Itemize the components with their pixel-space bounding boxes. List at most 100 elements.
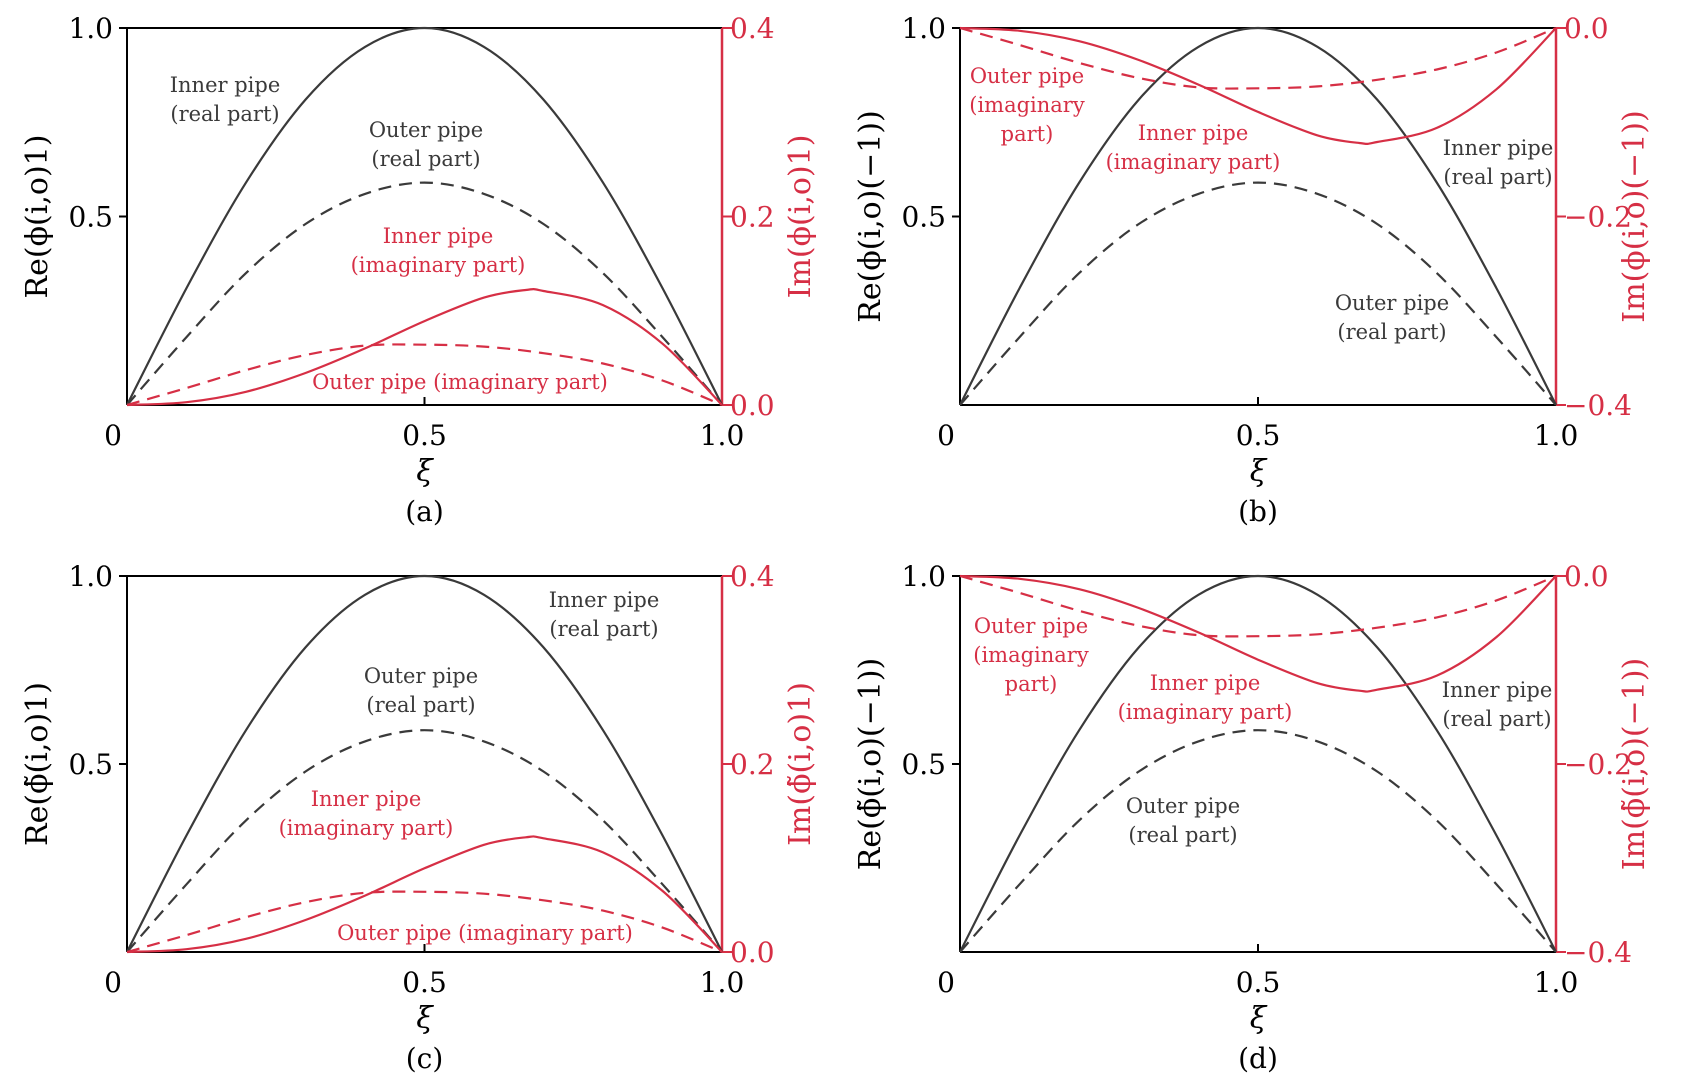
annotation-line: Inner pipe [170,73,281,97]
right-y-tick-label: 0.2 [730,201,775,234]
annotation-line: part) [1001,122,1054,146]
y-axis-label: Re(ϕ(i,o)(−1)) [853,110,888,322]
curve-annotation: Inner pipe (real part) [549,588,660,641]
real-part-outer-pipe-line [959,729,1557,953]
curve-annotation: Outer pipe (imaginary part) [337,921,633,945]
x-axis-label: ξ [1250,454,1268,489]
real-part-outer-pipe-line [126,181,723,406]
curve-annotation: Inner pipe (real part) [1443,136,1554,189]
right-y-tick-label: −0.2 [1564,201,1632,234]
annotation-line: (imaginary part) [279,816,454,840]
curve-annotation: Inner pipe (imaginary part) [1106,121,1281,174]
x-axis-label: ξ [416,1001,434,1036]
y-tick-label: 0.5 [901,748,946,781]
x-axis-label: ξ [1250,1001,1268,1036]
annotation-line: (real part) [1443,165,1552,189]
y-tick-label: 1.0 [68,560,113,593]
annotation-line: Inner pipe [549,588,660,612]
x-tick-label: 1.0 [1534,966,1579,999]
x-tick-label: 0.5 [402,966,447,999]
y-tick-label: 1.0 [68,12,113,45]
panel-label: (c) [406,1042,444,1075]
annotation-line: (real part) [371,147,480,171]
annotation-line: Outer pipe [970,64,1084,88]
panel-label: (d) [1238,1042,1278,1075]
right-y-tick-label: 0.0 [1564,560,1609,593]
curve-annotation: Inner pipe (imaginary part) [279,787,454,840]
y-tick-label: 0.5 [68,748,113,781]
right-y-tick-label: 0.4 [730,12,775,45]
imaginary-part-inner-pipe-line [959,574,1557,693]
imaginary-part-inner-pipe-line [959,26,1557,145]
imaginary-part-outer-pipe-line [126,343,723,407]
real-part-inner-pipe-line [959,26,1557,406]
annotation-line: (real part) [366,693,475,717]
annotation-line: part) [1005,672,1058,696]
annotation-line: Outer pipe [1335,291,1449,315]
annotation-line: (real part) [170,102,279,126]
x-tick-label: 0.5 [1236,419,1281,452]
x-tick-label: 0 [937,419,955,452]
curve-annotation: Outer pipe (real part) [369,118,483,171]
right-y-tick-label: 0.0 [1564,12,1609,45]
curve-annotation: Outer pipe (real part) [1335,291,1449,344]
annotation-line: Inner pipe [383,224,494,248]
real-part-inner-pipe-line [126,574,723,953]
real-part-inner-pipe-line [959,574,1557,953]
annotation-line: Inner pipe [1138,121,1249,145]
real-part-outer-pipe-line [126,729,723,953]
curve-annotation: Inner pipe (imaginary part) [351,224,526,277]
imaginary-part-outer-pipe-line [959,26,1557,90]
real-part-inner-pipe-line [126,26,723,406]
annotation-line: Outer pipe [974,614,1088,638]
curve-annotation: Outer pipe (real part) [1126,794,1240,847]
annotation-line: (real part) [549,617,658,641]
x-tick-label: 0 [104,419,122,452]
right-y-axis-label: Im(ϕ̃(i,o)1) [783,682,818,846]
annotation-line: Inner pipe [1150,671,1261,695]
annotation-line: (imaginary part) [1106,150,1281,174]
y-axis-label: Re(ϕ̃(i,o)1) [20,682,55,846]
x-tick-label: 1.0 [1534,419,1579,452]
annotation-line: Inner pipe [311,787,422,811]
annotation-line: Outer pipe [369,118,483,142]
annotation-line: Outer pipe (imaginary part) [337,921,633,945]
x-axis-label: ξ [416,454,434,489]
right-y-tick-label: 0.4 [730,560,775,593]
imaginary-part-inner-pipe-line [126,835,723,954]
right-y-tick-label: −0.4 [1564,389,1632,422]
panel-label: (b) [1238,495,1278,528]
imaginary-part-outer-pipe-line [126,890,723,954]
y-tick-label: 0.5 [901,201,946,234]
x-tick-label: 0.5 [1236,966,1281,999]
annotation-line: (imaginary [969,93,1085,117]
chart-panel-d: 0 0.5 1.00.51.0−0.4−0.20.0ξRe(ϕ̃(i,o)(−1))… [853,560,1652,1075]
right-y-tick-label: −0.4 [1564,936,1632,969]
curve-annotation: Inner pipe (imaginary part) [1118,671,1293,724]
x-tick-label: 1.0 [700,419,745,452]
annotation-line: Outer pipe [364,664,478,688]
annotation-line: Outer pipe [1126,794,1240,818]
right-y-axis-label: Im(ϕ(i,o)(−1)) [1617,110,1652,322]
x-tick-label: 0 [104,966,122,999]
curve-annotation: Inner pipe (real part) [1442,678,1553,731]
panel-label: (a) [405,495,444,528]
imaginary-part-inner-pipe-line [126,288,723,407]
curve-annotation: Outer pipe (real part) [364,664,478,717]
right-y-tick-label: −0.2 [1564,748,1632,781]
annotation-line: Outer pipe (imaginary part) [312,370,608,394]
curve-annotation: Inner pipe (real part) [170,73,281,126]
curve-annotation: Outer pipe (imaginary part) [312,370,608,394]
curve-annotation: Outer pipe (imaginary part) [969,64,1085,146]
annotation-line: (imaginary part) [351,253,526,277]
right-y-tick-label: 0.0 [730,389,775,422]
annotation-line: Inner pipe [1443,136,1554,160]
real-part-outer-pipe-line [959,181,1557,406]
annotation-line: (real part) [1337,320,1446,344]
curve-annotation: Outer pipe (imaginary part) [973,614,1089,696]
y-tick-label: 1.0 [901,12,946,45]
